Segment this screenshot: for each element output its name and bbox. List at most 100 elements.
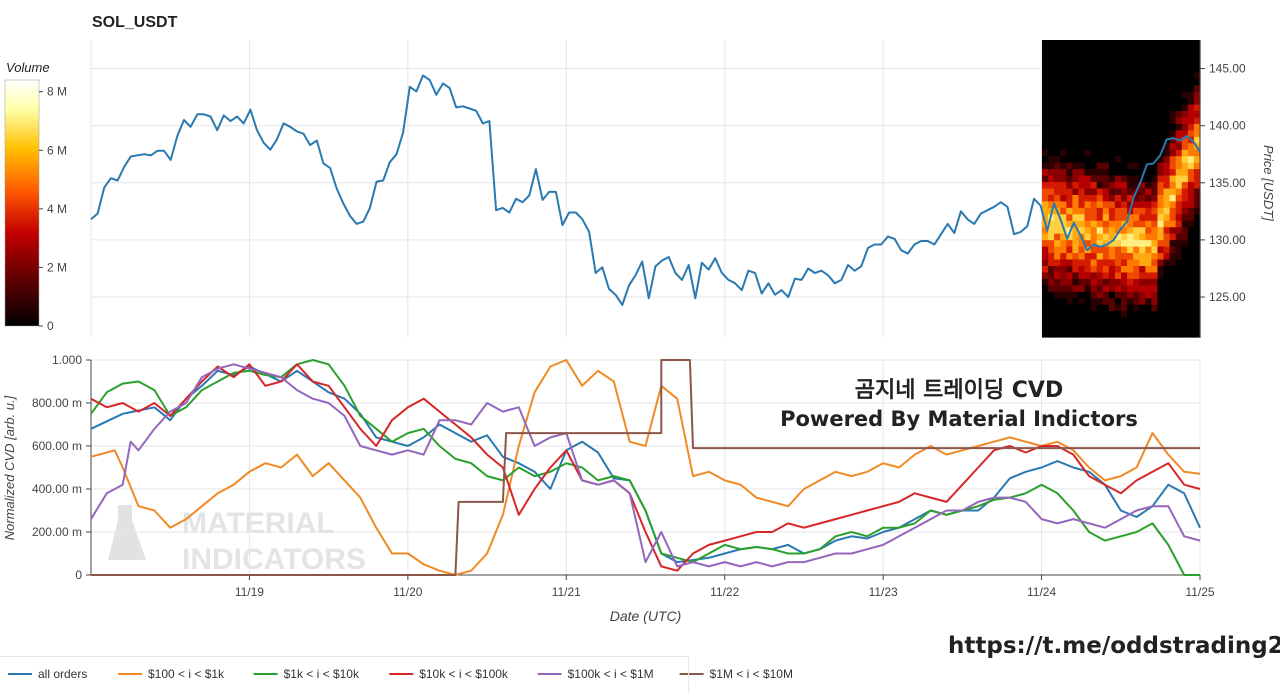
heatmap-cell (1054, 65, 1061, 73)
heatmap-cell (1114, 143, 1122, 151)
heatmap-cell (1163, 317, 1171, 325)
heatmap-cell (1090, 130, 1098, 138)
heatmap-cell (1187, 291, 1195, 299)
heatmap-cell (1187, 52, 1195, 60)
heatmap-cell (1181, 59, 1189, 67)
heatmap-cell (1114, 162, 1122, 170)
heatmap-cell (1175, 324, 1183, 332)
heatmap-cell (1139, 240, 1146, 248)
heatmap-cell (1121, 207, 1128, 215)
heatmap-cell (1127, 169, 1134, 177)
heatmap-cell (1102, 330, 1110, 338)
heatmap-cell (1151, 78, 1159, 86)
heatmap-cell (1072, 324, 1080, 332)
heatmap-cell (1066, 169, 1073, 177)
heatmap-cell (1157, 278, 1165, 286)
heatmap-cell (1193, 117, 1201, 125)
heatmap-cell (1084, 233, 1092, 241)
heatmap-cell (1145, 136, 1152, 144)
heatmap-cell (1127, 175, 1134, 183)
heatmap-cell (1139, 156, 1146, 164)
heatmap-cell (1145, 194, 1152, 203)
heatmap-cell (1108, 156, 1116, 164)
heatmap-cell (1048, 285, 1055, 293)
heatmap-cell (1127, 285, 1134, 293)
heatmap-cell (1169, 136, 1177, 144)
heatmap-cell (1108, 40, 1116, 48)
heatmap-cell (1108, 78, 1116, 86)
heatmap-cell (1042, 311, 1049, 319)
heatmap-cell (1090, 117, 1098, 125)
heatmap-cell (1066, 291, 1073, 299)
heatmap-cell (1102, 46, 1110, 54)
channel-link[interactable]: https://t.me/oddstrading2 (948, 633, 1280, 659)
heatmap-cell (1127, 182, 1134, 190)
heatmap-cell (1072, 98, 1080, 106)
heatmap-cell (1108, 291, 1116, 299)
heatmap-cell (1157, 46, 1165, 54)
heatmap-cell (1078, 85, 1086, 93)
heatmap-cell (1060, 169, 1067, 177)
heatmap-cell (1108, 188, 1116, 196)
heatmap-cell (1090, 291, 1098, 299)
heatmap-cell (1066, 278, 1073, 286)
heatmap-cell (1133, 175, 1140, 183)
heatmap-cell (1139, 253, 1146, 261)
heatmap-cell (1114, 253, 1122, 261)
price-grid (90, 40, 1201, 337)
heatmap-cell (1157, 291, 1165, 299)
heatmap-cell (1096, 278, 1104, 286)
heatmap-cell (1187, 85, 1195, 93)
heatmap-cell (1169, 182, 1177, 190)
heatmap-cell (1133, 111, 1140, 119)
heatmap-cell (1127, 188, 1134, 196)
heatmap-cell (1078, 317, 1086, 325)
heatmap-cell (1048, 227, 1055, 235)
heatmap-cell (1163, 117, 1171, 125)
heatmap-cell (1127, 194, 1134, 203)
heatmap-cell (1102, 201, 1110, 209)
heatmap-cell (1066, 240, 1073, 248)
heatmap-cell (1169, 304, 1177, 312)
heatmap-cell (1151, 72, 1159, 80)
heatmap-cell (1090, 91, 1098, 99)
heatmap-cell (1060, 72, 1067, 80)
heatmap-cell (1048, 330, 1055, 338)
heatmap-cell (1163, 227, 1171, 235)
heatmap-cell (1042, 52, 1049, 60)
heatmap-cell (1054, 98, 1061, 106)
heatmap-cell (1181, 220, 1189, 228)
heatmap-cell (1145, 156, 1152, 164)
heatmap-cell (1090, 85, 1098, 93)
heatmap-cell (1151, 246, 1159, 254)
heatmap-cell (1108, 85, 1116, 93)
heatmap-cell (1169, 98, 1177, 106)
heatmap-cell (1084, 207, 1092, 215)
heatmap-cell (1193, 111, 1201, 119)
heatmap-cell (1096, 317, 1104, 325)
heatmap-cell (1181, 78, 1189, 86)
heatmap-cell (1042, 149, 1049, 157)
heatmap-cell (1139, 317, 1146, 325)
heatmap-cell (1163, 201, 1171, 209)
heatmap-cell (1102, 324, 1110, 332)
heatmap-cell (1078, 285, 1086, 293)
heatmap-cell (1187, 324, 1195, 332)
heatmap-cell (1072, 65, 1080, 73)
heatmap-cell (1114, 317, 1122, 325)
heatmap-cell (1121, 169, 1128, 177)
heatmap-cell (1102, 291, 1110, 299)
heatmap-cell (1060, 182, 1067, 190)
heatmap-cell (1114, 130, 1122, 138)
heatmap-cell (1187, 130, 1195, 138)
heatmap-cell (1084, 220, 1092, 228)
heatmap-cell (1193, 311, 1201, 319)
heatmap-cell (1193, 246, 1201, 254)
heatmap-cell (1193, 175, 1201, 183)
heatmap-cell (1169, 130, 1177, 138)
cvd-y-tick-label: 800.00 m (32, 396, 82, 410)
heatmap-cell (1102, 143, 1110, 151)
heatmap-cell (1151, 65, 1159, 73)
heatmap-cell (1054, 123, 1061, 131)
heatmap-cell (1187, 194, 1195, 203)
